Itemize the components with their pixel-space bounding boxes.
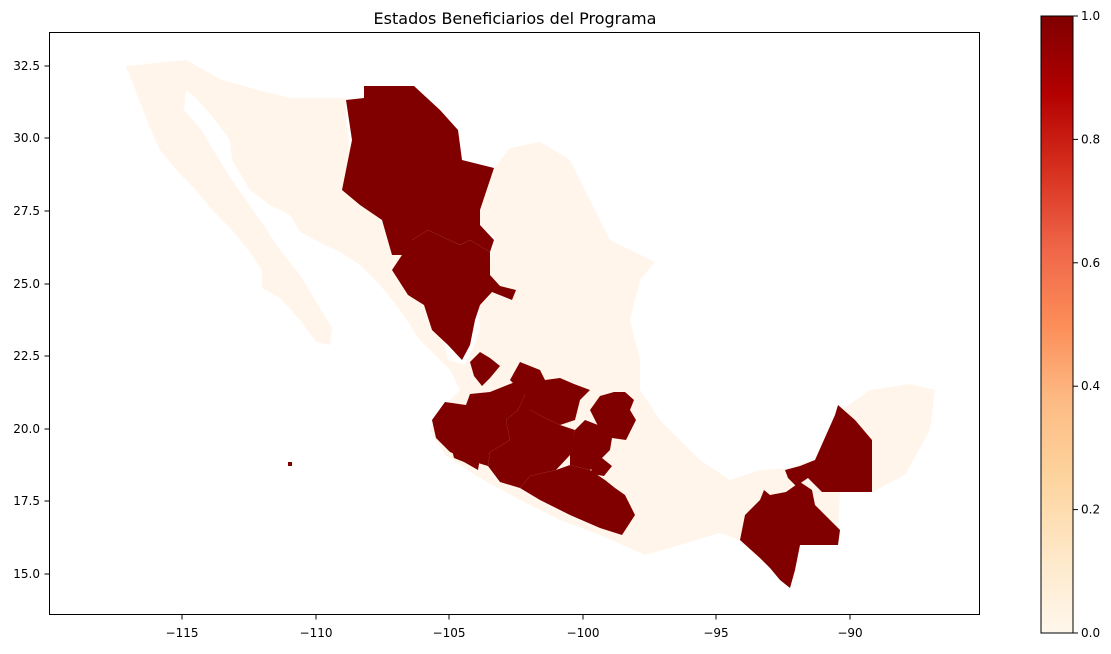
colorbar-tick-label: 0.2: [1081, 503, 1100, 517]
region-baja-california: [126, 60, 935, 580]
region-michoacan: [488, 410, 575, 488]
region-hidalgo: [590, 392, 636, 440]
colorbar: 0.0 0.2 0.4 0.6 0.8 1.0: [1040, 9, 1100, 640]
y-tick-label: 17.5: [13, 494, 40, 508]
y-tick-label: 32.5: [13, 59, 40, 73]
region-chihuahua: [342, 86, 494, 255]
x-axis: −115 −110 −105 −100 −95 −90: [166, 614, 863, 640]
x-tick-label: −105: [433, 626, 466, 640]
region-island-revillagigedo: [288, 462, 292, 466]
region-durango: [392, 230, 516, 360]
x-tick-label: −100: [567, 626, 600, 640]
x-tick-label: −115: [166, 626, 199, 640]
region-guerrero: [520, 465, 635, 535]
region-chiapas: [740, 482, 840, 588]
colorbar-fill: [1041, 16, 1073, 633]
y-tick-label: 27.5: [13, 204, 40, 218]
colorbar-tick-label: 0.6: [1081, 256, 1100, 270]
region-morelos: [590, 458, 612, 476]
colorbar-frame: [1040, 15, 1074, 634]
y-axis: 15.0 17.5 20.0 22.5 25.0 27.5 30.0 32.5: [13, 59, 50, 581]
region-jalisco: [432, 380, 525, 466]
y-tick-label: 15.0: [13, 567, 40, 581]
colorbar-tick-label: 0.8: [1081, 132, 1100, 146]
x-tick-label: −95: [703, 626, 728, 640]
region-mexico-state: [570, 420, 612, 470]
colorbar-tick-label: 1.0: [1081, 9, 1100, 23]
x-tick-label: −110: [300, 626, 333, 640]
map-title: Estados Beneficiarios del Programa: [374, 9, 657, 28]
plot-area-frame: [49, 32, 980, 615]
map-shapes: [126, 60, 935, 588]
region-aguascalientes: [470, 352, 500, 386]
y-tick-label: 20.0: [13, 422, 40, 436]
x-tick-label: −90: [837, 626, 862, 640]
colorbar-ticks: 0.0 0.2 0.4 0.6 0.8 1.0: [1073, 9, 1100, 640]
colorbar-tick-label: 0.0: [1081, 626, 1100, 640]
y-tick-label: 22.5: [13, 349, 40, 363]
y-tick-label: 30.0: [13, 131, 40, 145]
region-campeche: [785, 405, 872, 492]
colorbar-tick-label: 0.4: [1081, 379, 1100, 393]
region-guanajuato: [510, 362, 590, 425]
y-tick-label: 25.0: [13, 277, 40, 291]
region-colima: [452, 448, 480, 470]
